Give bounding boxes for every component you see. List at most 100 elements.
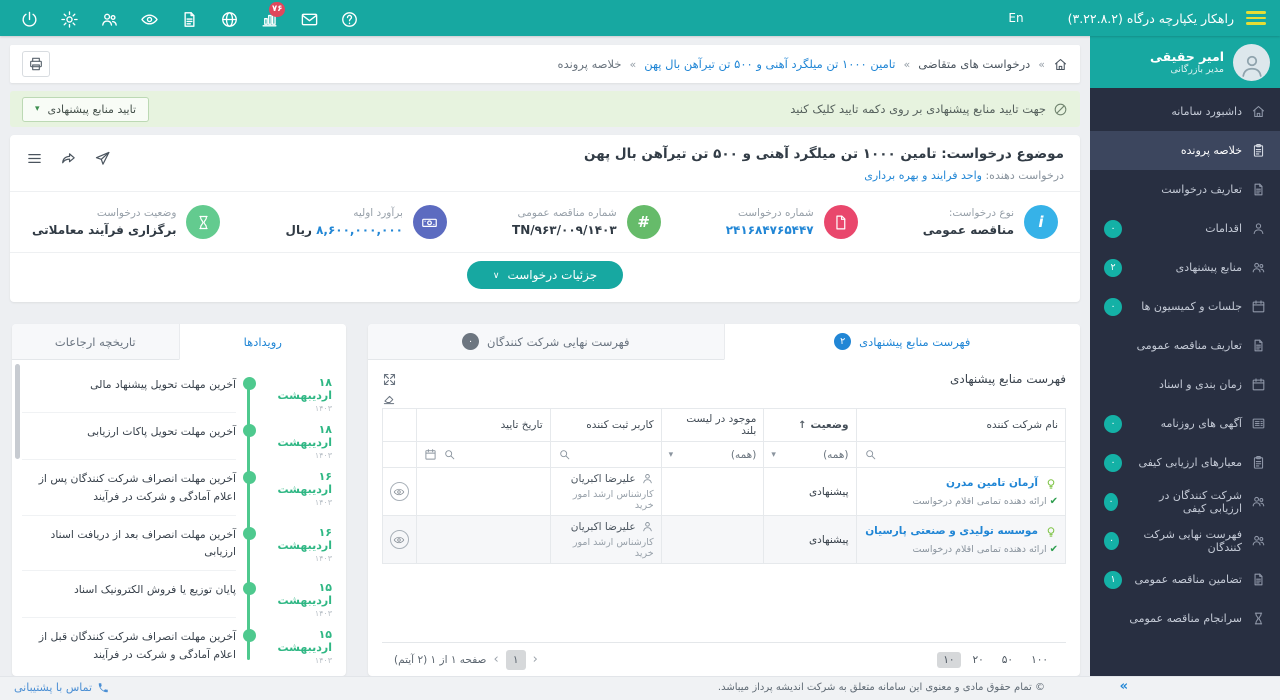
filter-long-list[interactable]: (همه) ▾ bbox=[660, 441, 765, 468]
language-switcher[interactable]: En bbox=[1008, 11, 1024, 25]
documents-icon[interactable] bbox=[180, 9, 199, 28]
document-icon bbox=[1251, 182, 1266, 197]
filter-approve-date[interactable] bbox=[415, 441, 551, 468]
request-details-button[interactable]: جزئیات درخواست ∨ bbox=[466, 261, 624, 289]
sidebar-item-newspaper-ads[interactable]: آگهی های روزنامه ۰ bbox=[1090, 404, 1280, 443]
sidebar-item-meetings-commissions[interactable]: جلسات و کمیسیون ها ۰ bbox=[1090, 287, 1280, 326]
approve-sources-button[interactable]: تایید منابع پیشنهادی ▾ bbox=[22, 96, 150, 122]
col-long-list[interactable]: موجود در لیست بلند bbox=[660, 408, 765, 442]
sidebar-item-request-definitions[interactable]: تعاریف درخواست bbox=[1090, 170, 1280, 209]
reports-badge: ۷۶ bbox=[269, 1, 286, 17]
messages-icon[interactable] bbox=[300, 9, 319, 28]
send-icon[interactable] bbox=[94, 150, 111, 167]
status-cell: پیشنهادی bbox=[763, 467, 857, 516]
sidebar-item-case-summary[interactable]: خلاصه پرونده bbox=[1090, 131, 1280, 170]
page-size-option-active[interactable]: ۱۰ bbox=[937, 651, 961, 668]
request-subject: موضوع درخواست: تامین ۱۰۰۰ تن میلگرد آهنی… bbox=[584, 146, 1064, 162]
suppliers-panel: فهرست منابع پیشنهادی ۲ فهرست نهایی شرکت … bbox=[368, 324, 1080, 676]
search-icon[interactable] bbox=[558, 448, 571, 461]
page-size-option[interactable]: ۵۰ bbox=[1001, 653, 1014, 666]
long-list-cell bbox=[660, 467, 765, 516]
calendar-icon[interactable] bbox=[424, 448, 437, 461]
stat-request-number: شماره درخواست ۲۴۱۶۸۴۷۶۵۴۴۷ bbox=[726, 205, 858, 239]
sidebar-item-scheduling-documents[interactable]: زمان بندی و اسناد bbox=[1090, 365, 1280, 404]
expand-icon[interactable] bbox=[382, 369, 397, 388]
print-button[interactable] bbox=[22, 51, 50, 77]
share-icon[interactable] bbox=[60, 150, 77, 167]
search-icon[interactable] bbox=[443, 448, 456, 461]
chevron-down-icon[interactable]: ▾ bbox=[668, 449, 674, 460]
user-management-icon[interactable] bbox=[100, 9, 119, 28]
globe-icon[interactable] bbox=[220, 9, 239, 28]
settings-gear-icon[interactable] bbox=[60, 9, 79, 28]
sidebar-item-dashboard[interactable]: داشبورد سامانه bbox=[1090, 92, 1280, 131]
company-link[interactable]: آرمان تامین مدرن bbox=[945, 477, 1038, 490]
users-icon bbox=[1251, 260, 1266, 275]
breadcrumb-item-requests[interactable]: درخواست های متقاضی bbox=[918, 57, 1031, 71]
col-registrar[interactable]: کاربر ثبت کننده bbox=[549, 408, 662, 442]
tab-final-participants[interactable]: فهرست نهایی شرکت کنندگان ۰ bbox=[368, 324, 724, 359]
menu-icon[interactable] bbox=[26, 150, 43, 167]
chevron-down-icon: ∨ bbox=[492, 271, 500, 281]
view-row-button[interactable] bbox=[389, 530, 409, 549]
page-size-option[interactable]: ۱۰۰ bbox=[1031, 653, 1048, 666]
company-link[interactable]: موسسه تولیدی و صنعتی پارسیان bbox=[865, 525, 1038, 538]
user-box[interactable]: امیر حقیقی مدیر بازرگانی bbox=[1090, 36, 1280, 88]
filter-registrar[interactable] bbox=[549, 441, 662, 468]
suppliers-tabs: فهرست منابع پیشنهادی ۲ فهرست نهایی شرکت … bbox=[368, 324, 1080, 360]
eye-icon bbox=[393, 534, 405, 546]
filter-status[interactable]: (همه) ▾ bbox=[763, 441, 857, 468]
eraser-icon[interactable] bbox=[382, 389, 396, 408]
col-company-name[interactable]: نام شرکت کننده bbox=[855, 408, 1066, 442]
support-link[interactable]: تماس با پشتیبانی bbox=[14, 681, 109, 694]
sidebar-item-tender-definitions[interactable]: تعاریف مناقصه عمومی bbox=[1090, 326, 1280, 365]
sidebar-item-final-participants[interactable]: فهرست نهایی شرکت کنندگان ۰ bbox=[1090, 521, 1280, 560]
topbar: راهکار یکپارچه درگاه (۳.۲۲.۸.۲) En ۷۶ bbox=[0, 0, 1280, 36]
info-icon: i bbox=[1024, 205, 1058, 239]
topbar-brand: راهکار یکپارچه درگاه (۳.۲۲.۸.۲) En bbox=[1008, 8, 1268, 28]
chevron-right-icon[interactable]: › bbox=[532, 652, 538, 667]
sidebar-item-tender-guarantees[interactable]: تضامین مناقصه عمومی ۱ bbox=[1090, 560, 1280, 599]
sidebar-item-proposed-sources[interactable]: منابع پیشنهادی ۲ bbox=[1090, 248, 1280, 287]
users-icon bbox=[1251, 533, 1266, 548]
chevron-down-icon[interactable]: ▾ bbox=[771, 449, 776, 460]
page-size-option[interactable]: ۲۰ bbox=[972, 653, 984, 666]
col-approve-date[interactable]: تاریخ تایید bbox=[415, 408, 551, 442]
tab-events[interactable]: رویدادها bbox=[178, 324, 346, 360]
sidebar-item-actions[interactable]: اقدامات ۰ bbox=[1090, 209, 1280, 248]
long-list-cell bbox=[660, 515, 765, 564]
help-icon[interactable] bbox=[340, 9, 359, 28]
events-timeline[interactable]: ۱۸ اردیبهشت ۱۴۰۳ آخرین مهلت تحویل پیشنهاد… bbox=[12, 360, 346, 676]
footer: تماس با پشتیبانی © تمام حقوق مادی و معنو… bbox=[0, 676, 1280, 700]
search-icon[interactable] bbox=[864, 448, 877, 461]
view-row-button[interactable] bbox=[389, 482, 409, 501]
person-icon bbox=[641, 472, 654, 485]
home-icon[interactable] bbox=[1053, 57, 1068, 72]
sidebar-collapse-button[interactable]: » bbox=[1119, 679, 1128, 694]
table-pager: ۱۰۰ ۵۰ ۲۰ ۱۰ صفحه ۱ از ۱ (۲ آیتم) ‹ ۱ › bbox=[382, 642, 1066, 676]
breadcrumb-item-request-title[interactable]: تامین ۱۰۰۰ تن میلگرد آهنی و ۵۰۰ تن تیرآه… bbox=[644, 57, 896, 71]
sidebar-item-quality-participants[interactable]: شرکت کنندگان در ارزیابی کیفی ۰ bbox=[1090, 482, 1280, 521]
sidebar-item-quality-criteria[interactable]: معیارهای ارزیابی کیفی ۰ bbox=[1090, 443, 1280, 482]
main-content: » درخواست های متقاضی » تامین ۱۰۰۰ تن میل… bbox=[0, 36, 1090, 676]
breadcrumb-separator: » bbox=[1038, 57, 1045, 71]
check-icon: ✔ bbox=[1049, 543, 1058, 555]
power-icon[interactable] bbox=[20, 9, 39, 28]
sidebar-nav: داشبورد سامانه خلاصه پرونده تعاریف درخوا… bbox=[1090, 88, 1280, 638]
watch-icon[interactable] bbox=[140, 9, 159, 28]
filter-company-name[interactable] bbox=[855, 441, 1066, 468]
current-page[interactable]: ۱ bbox=[505, 649, 526, 670]
col-status[interactable]: وضعیت↑ bbox=[763, 408, 857, 442]
chevron-left-icon[interactable]: ‹ bbox=[493, 652, 499, 667]
tab-referral-history[interactable]: تاریخچه ارجاعات bbox=[54, 334, 136, 349]
reports-chart-icon[interactable]: ۷۶ bbox=[260, 1, 286, 28]
calendar-icon bbox=[1251, 377, 1266, 392]
stat-initial-estimate: برآورد اولیه ۸,۶۰۰,۰۰۰,۰۰۰ ریال bbox=[286, 205, 447, 239]
sidebar-item-tender-conclusion[interactable]: سرانجام مناقصه عمومی bbox=[1090, 599, 1280, 638]
check-icon: ✔ bbox=[1049, 495, 1058, 507]
scrollbar-thumb[interactable] bbox=[15, 364, 20, 459]
requester-link[interactable]: واحد فرایند و بهره برداری bbox=[864, 169, 982, 182]
menu-icon[interactable] bbox=[1244, 8, 1268, 28]
request-summary-card: موضوع درخواست: تامین ۱۰۰۰ تن میلگرد آهنی… bbox=[10, 135, 1080, 302]
tab-proposed-sources[interactable]: فهرست منابع پیشنهادی ۲ bbox=[723, 324, 1080, 360]
